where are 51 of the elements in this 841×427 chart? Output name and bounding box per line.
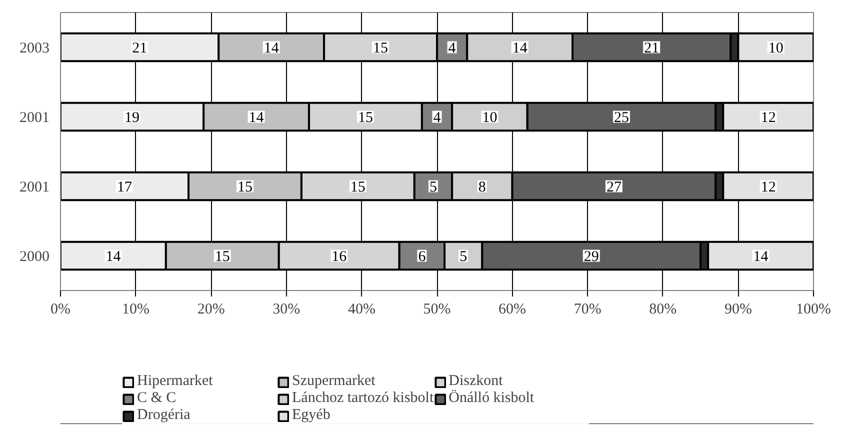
- data-label: 4: [433, 110, 442, 126]
- legend-label: Egyéb: [292, 407, 332, 424]
- data-label: 27: [606, 179, 622, 196]
- data-label: 6: [418, 248, 426, 265]
- data-label: 15: [350, 179, 366, 196]
- y-tick-label: 2001: [20, 179, 50, 196]
- x-tick-label: 20%: [197, 302, 225, 318]
- y-tick-label: 2001: [20, 110, 50, 126]
- legend-label: Önálló kisbolt: [448, 390, 536, 407]
- x-tick-label: 50%: [423, 302, 451, 318]
- data-label: 12: [760, 110, 776, 126]
- data-label: 10: [482, 110, 498, 126]
- data-label: 14: [106, 248, 122, 265]
- legend-label: C & C: [137, 390, 178, 407]
- x-tick-label: 60%: [498, 302, 526, 318]
- data-label: 15: [214, 248, 230, 265]
- data-label: 25: [614, 110, 629, 126]
- legend-label: Lánchoz tartozó kisbolt: [292, 390, 434, 407]
- x-tick-label: 80%: [649, 302, 677, 318]
- legend-label: Hipermarket: [137, 373, 214, 390]
- x-tick-label: 0%: [50, 302, 70, 318]
- data-label: 12: [760, 179, 776, 196]
- x-tick-label: 70%: [574, 302, 602, 318]
- y-tick-label: 2000: [20, 248, 50, 265]
- data-label: 14: [248, 110, 264, 126]
- data-label: 16: [332, 248, 348, 265]
- data-label: 14: [512, 40, 528, 56]
- data-label: 14: [264, 40, 280, 56]
- data-label: 8: [478, 179, 486, 196]
- data-label: 5: [429, 179, 437, 196]
- legend-label: Drogéria: [137, 407, 192, 424]
- x-tick-label: 100%: [796, 302, 831, 318]
- x-tick-label: 30%: [272, 302, 300, 318]
- y-tick-label: 2003: [20, 40, 50, 56]
- data-label: 4: [448, 40, 456, 56]
- data-label: 21: [644, 40, 660, 56]
- data-label: 14: [753, 248, 769, 265]
- x-tick-label: 40%: [348, 302, 376, 318]
- data-label: 15: [373, 40, 388, 56]
- data-label: 19: [124, 110, 140, 126]
- legend-label: Diszkont: [448, 373, 504, 390]
- data-label: 15: [358, 110, 373, 126]
- x-tick-label: 10%: [122, 302, 150, 318]
- x-tick-label: 90%: [724, 302, 752, 318]
- data-label: 29: [584, 248, 599, 265]
- data-label: 10: [768, 40, 784, 56]
- data-label: 5: [460, 248, 468, 265]
- data-label: 17: [117, 179, 133, 196]
- legend-label: Szupermarket: [292, 373, 376, 390]
- data-label: 15: [237, 179, 252, 196]
- data-label: 21: [132, 40, 148, 56]
